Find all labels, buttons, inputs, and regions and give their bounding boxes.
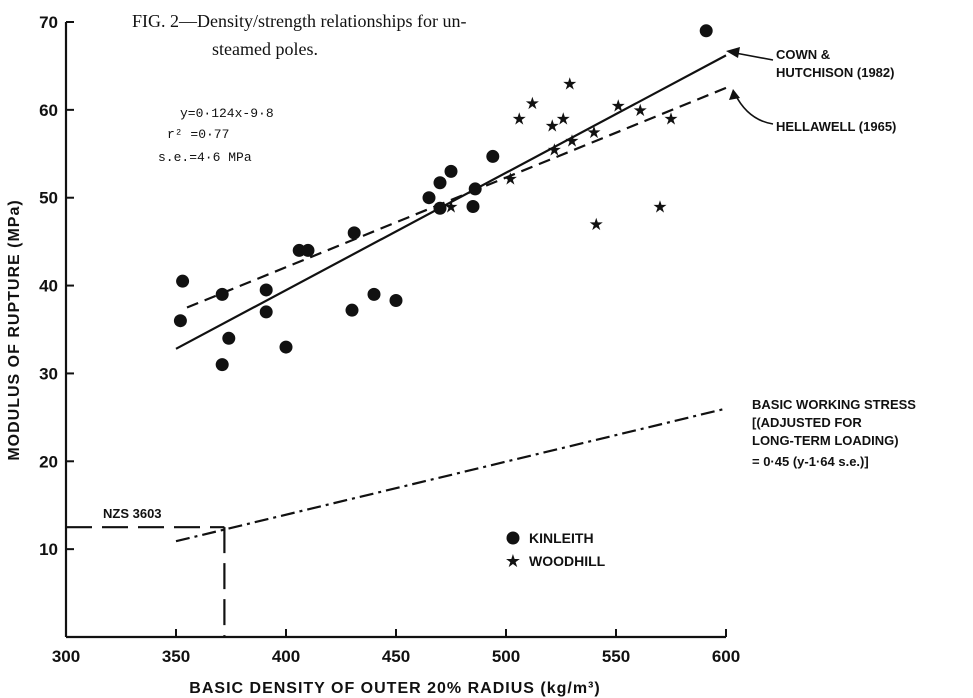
woodhill-point: ★	[589, 215, 604, 235]
kinleith-point	[301, 243, 315, 257]
kinleith-point	[347, 226, 361, 240]
r-squared-text: r² =0·77	[167, 127, 229, 142]
kinleith-point	[367, 287, 381, 301]
kinleith-point	[433, 176, 447, 190]
y-tick-label: 30	[39, 364, 58, 383]
kinleith-point	[444, 164, 458, 178]
data-points: ★★★★★★★★★ ★★★ ★★★	[173, 24, 713, 372]
cown-arrowhead	[726, 47, 740, 58]
kinleith-point	[699, 24, 713, 38]
regression-lines	[66, 54, 727, 637]
woodhill-point: ★	[503, 169, 518, 189]
woodhill-point: ★	[443, 198, 458, 218]
y-tick-label: 50	[39, 189, 58, 208]
bws-label-line3: LONG-TERM LOADING)	[752, 433, 899, 448]
x-tick-label: 600	[712, 647, 740, 666]
kinleith-point	[215, 358, 229, 372]
chart-axes	[64, 22, 726, 639]
legend-woodhill-marker: ★	[505, 551, 521, 572]
kinleith-point	[422, 191, 436, 205]
x-tick-label: 400	[272, 647, 300, 666]
legend-kinleith-label: KINLEITH	[529, 530, 594, 546]
kinleith-point	[176, 274, 190, 288]
nzs-label: NZS 3603	[103, 506, 162, 521]
woodhill-point: ★	[633, 101, 648, 121]
woodhill-point: ★	[586, 123, 601, 143]
cown-label-line2: HUTCHISON (1982)	[776, 65, 894, 80]
woodhill-point: ★	[562, 75, 577, 95]
bws-label-line1: BASIC WORKING STRESS	[752, 397, 916, 412]
x-tick-label: 450	[382, 647, 410, 666]
y-tick-label: 70	[39, 13, 58, 32]
woodhill-point: ★	[556, 110, 571, 130]
standard-error-text: s.e.=4·6 MPa	[158, 150, 252, 165]
kinleith-point	[173, 314, 187, 328]
legend: KINLEITH ★ WOODHILL	[505, 530, 606, 572]
figure-caption-line2: steamed poles.	[212, 39, 318, 59]
hellawell-arrowhead	[729, 89, 740, 100]
kinleith-point	[215, 287, 229, 301]
hellawell-callout-path	[734, 93, 774, 125]
kinleith-point	[468, 182, 482, 196]
woodhill-point: ★	[525, 94, 540, 114]
kinleith-point	[389, 294, 403, 308]
bws-label-line2: [(ADJUSTED FOR	[752, 415, 862, 430]
y-tick-label: 40	[39, 277, 58, 296]
x-tick-label: 300	[52, 647, 80, 666]
y-tick-label: 10	[39, 540, 58, 559]
line-dash-dot	[175, 407, 727, 543]
woodhill-point: ★	[663, 110, 678, 130]
woodhill-point: ★	[512, 110, 527, 130]
x-axis-title: BASIC DENSITY OF OUTER 20% RADIUS (kg/m³…	[189, 680, 600, 697]
line-solid	[175, 54, 727, 350]
kinleith-point	[486, 149, 500, 163]
woodhill-point: ★	[547, 140, 562, 160]
y-tick-label: 60	[39, 101, 58, 120]
woodhill-point: ★	[545, 117, 560, 137]
x-tick-label: 550	[602, 647, 630, 666]
kinleith-point	[259, 305, 273, 319]
hellawell-label: HELLAWELL (1965)	[776, 119, 896, 134]
legend-woodhill-label: WOODHILL	[529, 553, 606, 569]
line-dashed	[186, 86, 727, 309]
kinleith-point	[279, 340, 293, 354]
x-tick-label: 350	[162, 647, 190, 666]
cown-label-line1: COWN &	[776, 47, 830, 62]
y-axis-title: MODULUS OF RUPTURE (MPa)	[6, 199, 23, 460]
legend-kinleith-marker	[506, 531, 520, 545]
equation-text: y=0·124x-9·8	[180, 106, 274, 121]
woodhill-point: ★	[611, 96, 626, 116]
woodhill-point: ★	[652, 198, 667, 218]
figure-caption-line1: FIG. 2—Density/strength relationships fo…	[132, 11, 466, 31]
axis-ticks: 300 350 400 450 500 550 600 10 20 30 40 50 60 70	[39, 13, 740, 666]
y-tick-label: 20	[39, 452, 58, 471]
kinleith-point	[259, 283, 273, 297]
woodhill-point: ★	[564, 132, 579, 152]
kinleith-point	[222, 331, 236, 345]
bws-label-line4: = 0·45 (y-1·64 s.e.)]	[752, 454, 869, 469]
kinleith-point	[345, 303, 359, 317]
callout-arrows	[726, 47, 774, 125]
kinleith-point	[466, 200, 480, 213]
kinleith-point	[433, 201, 447, 215]
x-tick-label: 500	[492, 647, 520, 666]
